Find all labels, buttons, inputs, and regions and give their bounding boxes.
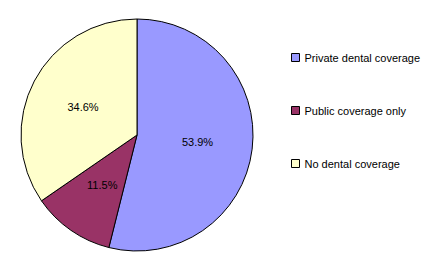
svg-text:Public coverage only: Public coverage only xyxy=(305,105,407,117)
svg-text:Private dental coverage: Private dental coverage xyxy=(305,52,421,64)
svg-text:No dental coverage: No dental coverage xyxy=(305,158,400,170)
svg-text:11.5%: 11.5% xyxy=(87,179,118,191)
svg-text:53.9%: 53.9% xyxy=(182,136,213,148)
svg-text:34.6%: 34.6% xyxy=(67,101,98,113)
